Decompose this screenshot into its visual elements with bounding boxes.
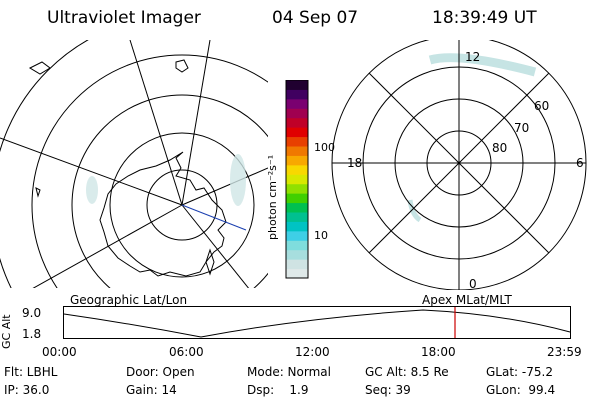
instrument-title: Ultraviolet Imager	[47, 8, 201, 28]
colorbar-band	[286, 193, 308, 204]
meridian-line	[32, 204, 183, 288]
altitude-plot-frame	[63, 306, 571, 339]
mlt-label-top: 12	[465, 50, 480, 64]
colorbar-band	[286, 80, 308, 90]
orbit-track	[181, 204, 247, 231]
mlt-line	[368, 72, 550, 254]
alt-ytick: 1.8	[22, 327, 42, 341]
colorbar-tick: 100	[314, 141, 335, 154]
mlt-label-left: 18	[347, 156, 362, 170]
colorbar-band	[286, 127, 308, 138]
alt-ytick: 9.0	[22, 306, 42, 320]
meridian-line	[181, 204, 250, 288]
colorbar-frame	[285, 80, 309, 279]
geographic-map	[0, 40, 268, 288]
magnetic-map-label: Apex MLat/MLT	[422, 293, 512, 307]
colorbar-band	[286, 183, 308, 194]
colorbar-band	[286, 155, 308, 166]
colorbar-band	[286, 108, 308, 119]
aurora-emission	[407, 199, 422, 223]
colorbar-tick: 10	[314, 229, 328, 242]
time-label: 18:39:49 UT	[432, 8, 537, 28]
status-mode: Mode: Normal	[247, 365, 331, 379]
mlat-label: 80	[492, 141, 507, 155]
alt-xtick: 23:59	[547, 345, 582, 359]
colorbar-band	[286, 136, 308, 147]
lat-circle	[31, 54, 268, 288]
colorbar-band	[286, 249, 308, 260]
coastline	[35, 187, 41, 198]
alt-xtick: 00:00	[42, 345, 77, 359]
meridian-line	[0, 137, 183, 206]
mlt-label-right: 6	[576, 156, 584, 170]
status-glon: GLon: 99.4	[486, 383, 556, 397]
alt-ylabel: GC Alt	[0, 314, 13, 349]
lat-circle	[109, 132, 255, 278]
colorbar-band	[286, 212, 308, 222]
coastline	[175, 59, 189, 73]
coastline	[99, 151, 227, 277]
colorbar-band	[286, 268, 308, 279]
status-gain: Gain: 14	[126, 383, 177, 397]
aurora-emission	[230, 154, 246, 206]
colorbar-unit: photon cm⁻²s⁻¹	[266, 154, 279, 240]
date-label: 04 Sep 07	[272, 8, 359, 28]
colorbar-band	[286, 202, 308, 213]
alt-ylabel-wrap: GC Alt	[0, 313, 16, 349]
colorbar-band	[286, 259, 308, 270]
colorbar-band	[286, 98, 308, 109]
magnetic-map: 12 18 6 0 60 70 80	[331, 40, 587, 290]
lat-circle	[0, 40, 89, 288]
coastline	[28, 61, 51, 75]
meridian-line	[129, 40, 183, 206]
altitude-plot	[63, 306, 571, 339]
alt-xtick: 12:00	[295, 345, 330, 359]
colorbar-unit-wrap: photon cm⁻²s⁻¹	[266, 140, 286, 240]
status-seq: Seq: 39	[365, 383, 411, 397]
alt-xtick: 18:00	[421, 345, 456, 359]
mlt-label-bottom: 0	[469, 277, 477, 290]
colorbar-band	[286, 240, 308, 251]
colorbar-band	[286, 146, 308, 156]
status-gc-alt: GC Alt: 8.5 Re	[365, 365, 449, 379]
lat-circle	[71, 94, 268, 288]
colorbar-band	[286, 174, 308, 185]
mlat-label: 60	[534, 99, 549, 113]
colorbar-band	[286, 164, 308, 175]
coastline	[205, 248, 215, 276]
altitude-curve	[63, 309, 571, 338]
status-glat: GLat: -75.2	[486, 365, 553, 379]
meridian-line	[181, 167, 268, 206]
mlat-label: 70	[514, 121, 529, 135]
colorbar	[285, 80, 309, 279]
geographic-map-label: Geographic Lat/Lon	[70, 293, 188, 307]
meridian-line	[181, 40, 211, 206]
aurora-emission	[86, 176, 98, 204]
status-flt: Flt: LBHL	[4, 365, 58, 379]
aurora-emission	[428, 53, 537, 77]
colorbar-band	[286, 89, 308, 100]
status-door: Door: Open	[126, 365, 195, 379]
colorbar-band	[286, 117, 308, 128]
colorbar-band	[286, 221, 308, 232]
alt-xtick: 06:00	[169, 345, 204, 359]
colorbar-band	[286, 230, 308, 241]
status-dsp: Dsp: 1.9	[247, 383, 309, 397]
status-ip: IP: 36.0	[4, 383, 50, 397]
